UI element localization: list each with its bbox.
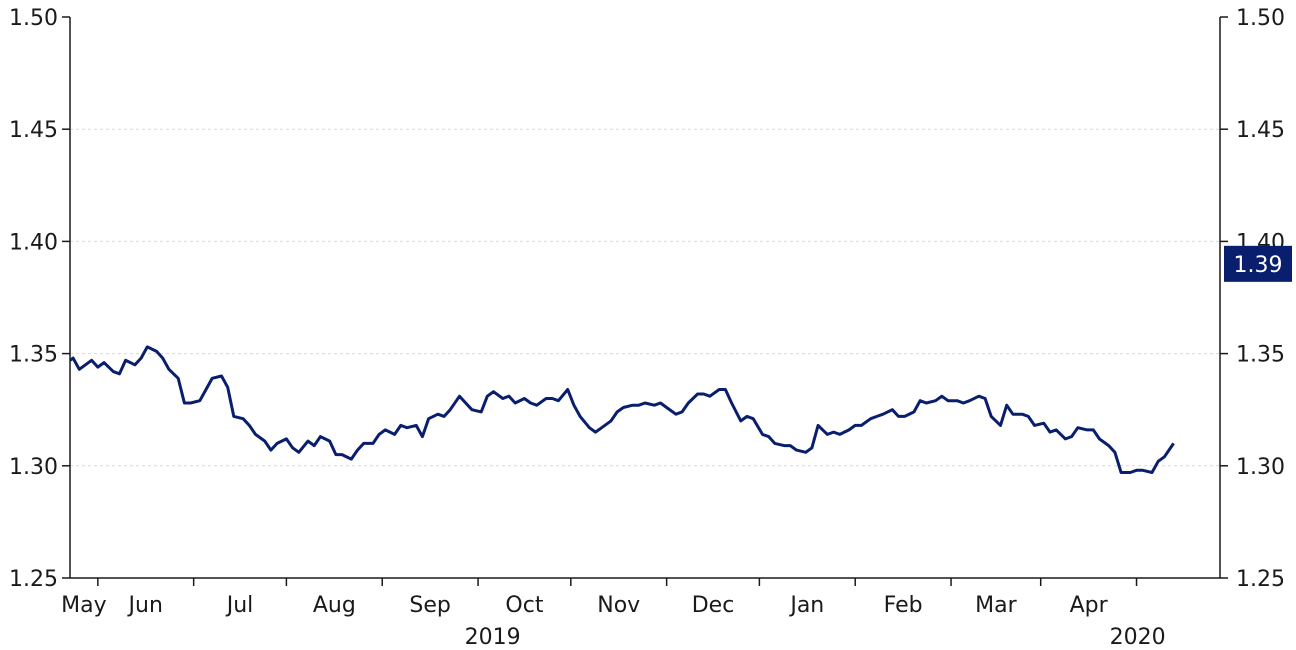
grid-lines (70, 128, 1220, 467)
left-y-tick-label: 1.35 (9, 343, 58, 368)
right-y-tick-label: 1.35 (1236, 343, 1285, 368)
left-y-tick-label: 1.25 (9, 567, 58, 592)
x-axis-ticks: May Jun Jul Aug Sep Oct Nov Dec Jan Feb Mar Apr 2019… (61, 578, 1166, 650)
right-y-axis-ticks: 1.251.301.351.401.451.50 (1220, 6, 1285, 592)
x-month-label: May (61, 593, 106, 618)
x-month-label: Nov (597, 593, 640, 618)
left-y-axis-ticks: 1.25 1.30 1.35 1.40 1.45 1.50 (9, 6, 70, 592)
x-month-label: Apr (1070, 593, 1109, 618)
left-y-tick-label: 1.30 (9, 455, 58, 480)
right-y-tick-label: 1.45 (1236, 118, 1285, 143)
right-y-tick-label: 1.25 (1236, 567, 1285, 592)
left-y-tick-label: 1.40 (9, 230, 58, 255)
left-y-tick-label: 1.45 (9, 118, 58, 143)
right-y-tick-label: 1.30 (1236, 455, 1285, 480)
series-line (69, 345, 1175, 474)
x-month-label: Mar (975, 593, 1017, 618)
right-y-tick-label: 1.50 (1236, 6, 1285, 31)
x-month-label: Sep (409, 593, 450, 618)
last-value-label: 1.39 (1224, 245, 1292, 282)
last-value-box (1224, 245, 1292, 282)
series-group (69, 345, 1175, 474)
x-month-label: Jun (127, 593, 163, 618)
x-month-label: Aug (313, 593, 356, 618)
x-month-label: Feb (884, 593, 923, 618)
axes (69, 17, 1221, 579)
x-month-label: Dec (692, 593, 735, 618)
left-y-tick-label: 1.50 (9, 6, 58, 31)
x-month-label: Jan (788, 593, 824, 618)
x-year-label: 2020 (1110, 625, 1166, 650)
x-month-label: Jul (225, 593, 254, 618)
last-value-text: 1.39 (1234, 253, 1283, 278)
x-month-label: Oct (505, 593, 543, 618)
x-year-label: 2019 (465, 625, 521, 650)
